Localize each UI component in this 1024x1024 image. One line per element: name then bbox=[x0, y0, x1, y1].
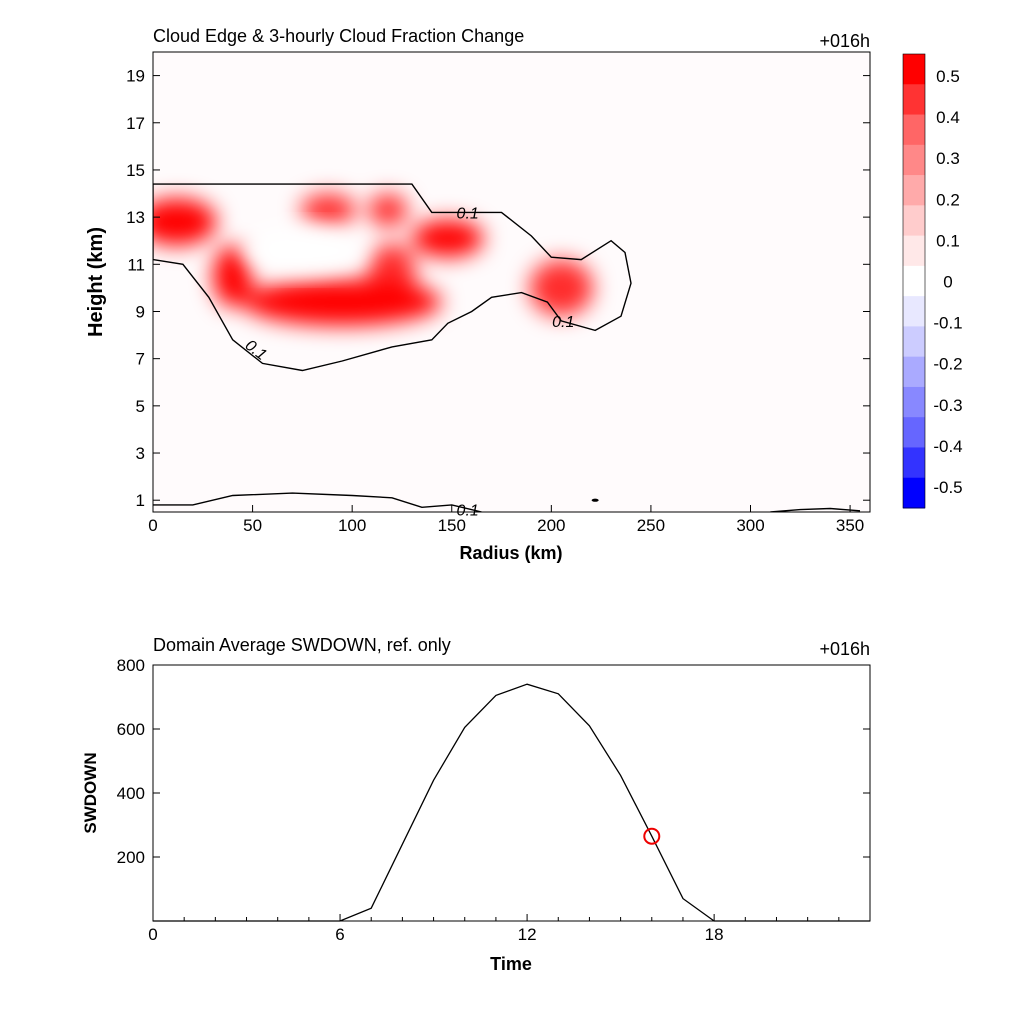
top-y-tick-label-2: 5 bbox=[136, 397, 145, 416]
bottom-x-tick-label-3: 18 bbox=[705, 925, 724, 944]
top-y-tick-label-8: 17 bbox=[126, 114, 145, 133]
colorbar-swatch-9 bbox=[903, 326, 925, 358]
top-y-tick-label-0: 1 bbox=[136, 491, 145, 510]
contour-0.1-far bbox=[770, 507, 861, 512]
top-x-tick-label-1: 50 bbox=[243, 516, 262, 535]
top-x-tick-label-6: 300 bbox=[736, 516, 764, 535]
colorbar-swatch-12 bbox=[903, 417, 925, 448]
top-x-tick-label-5: 250 bbox=[637, 516, 665, 535]
cloud-change-blob-6 bbox=[411, 219, 484, 258]
colorbar-swatch-14 bbox=[903, 477, 925, 509]
colorbar-swatch-5 bbox=[903, 205, 925, 237]
top-y-tick-label-6: 13 bbox=[126, 208, 145, 227]
top-x-axis-title: Radius (km) bbox=[459, 543, 562, 563]
bottom-y-axis-title: SWDOWN bbox=[81, 752, 100, 833]
top-y-tick-label-1: 3 bbox=[136, 444, 145, 463]
bottom-x-tick-label-1: 6 bbox=[335, 925, 344, 944]
colorbar-label-1: 0.4 bbox=[936, 108, 960, 127]
top-y-tick-label-7: 15 bbox=[126, 161, 145, 180]
bottom-y-tick-label-2: 600 bbox=[117, 720, 145, 739]
cloud-change-blob-5 bbox=[368, 193, 408, 227]
bottom-chart-title: Domain Average SWDOWN, ref. only bbox=[153, 635, 451, 655]
bottom-y-axis-ticks: 200 400 600 800 bbox=[117, 656, 870, 867]
cloud-change-blob-4 bbox=[300, 193, 357, 227]
colorbar-label-5: 0 bbox=[943, 273, 952, 292]
contour-label-1: 0.1 bbox=[552, 314, 574, 331]
top-y-tick-label-4: 9 bbox=[136, 302, 145, 321]
contour-0.1-lower bbox=[153, 492, 482, 512]
colorbar-swatch-7 bbox=[903, 265, 925, 297]
colorbar-label-8: -0.3 bbox=[933, 396, 962, 415]
top-x-axis-ticks: 0 50 100 150 200 250 300 350 bbox=[148, 505, 864, 535]
bottom-time-label: +016h bbox=[819, 639, 870, 659]
top-y-axis-title: Height (km) bbox=[85, 227, 107, 337]
top-x-tick-label-2: 100 bbox=[338, 516, 366, 535]
top-chart-title: Cloud Edge & 3-hourly Cloud Fraction Cha… bbox=[153, 26, 524, 46]
colorbar-label-4: 0.1 bbox=[936, 231, 960, 250]
bottom-x-tick-label-0: 0 bbox=[148, 925, 157, 944]
top-y-tick-label-9: 19 bbox=[126, 67, 145, 86]
top-x-tick-label-3: 150 bbox=[438, 516, 466, 535]
top-x-tick-label-0: 0 bbox=[148, 516, 157, 535]
bottom-y-tick-label-0: 200 bbox=[117, 848, 145, 867]
bottom-x-tick-label-2: 12 bbox=[518, 925, 537, 944]
contour-lines bbox=[153, 183, 861, 512]
colorbar-swatch-4 bbox=[903, 175, 925, 206]
colorbar-label-10: -0.5 bbox=[933, 478, 962, 497]
colorbar: 0.5 0.4 0.3 0.2 0.1 0 -0.1 -0.2 -0.3 -0.4 -0.5 bbox=[902, 53, 963, 509]
contour-0.1-upper bbox=[153, 183, 632, 372]
cloud-change-blob-7 bbox=[529, 259, 594, 317]
colorbar-label-7: -0.2 bbox=[933, 355, 962, 374]
colorbar-swatch-3 bbox=[903, 144, 925, 176]
colorbar-frame bbox=[902, 53, 926, 509]
series-line-swdown bbox=[153, 683, 870, 922]
top-y-tick-label-3: 7 bbox=[136, 350, 145, 369]
cloud-change-blob-0 bbox=[153, 198, 217, 246]
colorbar-swatch-13 bbox=[903, 447, 925, 479]
contour-label-0: 0.1 bbox=[457, 205, 479, 222]
top-y-tick-label-5: 11 bbox=[127, 255, 145, 274]
cloud-interior-zero bbox=[242, 226, 363, 274]
colorbar-swatch-10 bbox=[903, 356, 925, 388]
colorbar-swatch-11 bbox=[903, 386, 925, 418]
top-x-tick-label-4: 200 bbox=[537, 516, 565, 535]
cloud-fraction-panel: Cloud Edge & 3-hourly Cloud Fraction Cha… bbox=[85, 26, 963, 563]
colorbar-label-0: 0.5 bbox=[936, 67, 960, 86]
bottom-plot-frame bbox=[152, 664, 871, 922]
swdown-panel: Domain Average SWDOWN, ref. only +016h 0… bbox=[81, 635, 871, 974]
colorbar-swatch-8 bbox=[903, 296, 925, 327]
current-time-marker bbox=[643, 827, 661, 845]
colorbar-label-3: 0.2 bbox=[936, 190, 960, 209]
colorbar-swatch-1 bbox=[903, 84, 925, 116]
colorbar-label-6: -0.1 bbox=[933, 314, 962, 333]
cloud-change-blob-1 bbox=[212, 245, 253, 307]
cloud-change-blob-3 bbox=[368, 243, 416, 305]
bottom-x-axis-ticks: 0 6 12 18 bbox=[148, 914, 871, 944]
top-plot-frame bbox=[152, 51, 871, 513]
bottom-y-tick-label-3: 800 bbox=[117, 656, 145, 675]
colorbar-label-2: 0.3 bbox=[936, 149, 960, 168]
contour-0.1-speck bbox=[591, 498, 599, 502]
colorbar-swatch-6 bbox=[903, 235, 925, 267]
top-x-tick-label-7: 350 bbox=[836, 516, 864, 535]
top-time-label: +016h bbox=[819, 31, 870, 51]
colorbar-label-9: -0.4 bbox=[933, 437, 962, 456]
top-plot-background bbox=[153, 52, 870, 512]
bottom-y-tick-label-1: 400 bbox=[117, 784, 145, 803]
colorbar-swatch-0 bbox=[903, 54, 925, 85]
contour-label-3: 0.1 bbox=[457, 503, 479, 520]
bottom-x-axis-title: Time bbox=[490, 954, 532, 974]
colorbar-swatch-2 bbox=[903, 114, 925, 146]
